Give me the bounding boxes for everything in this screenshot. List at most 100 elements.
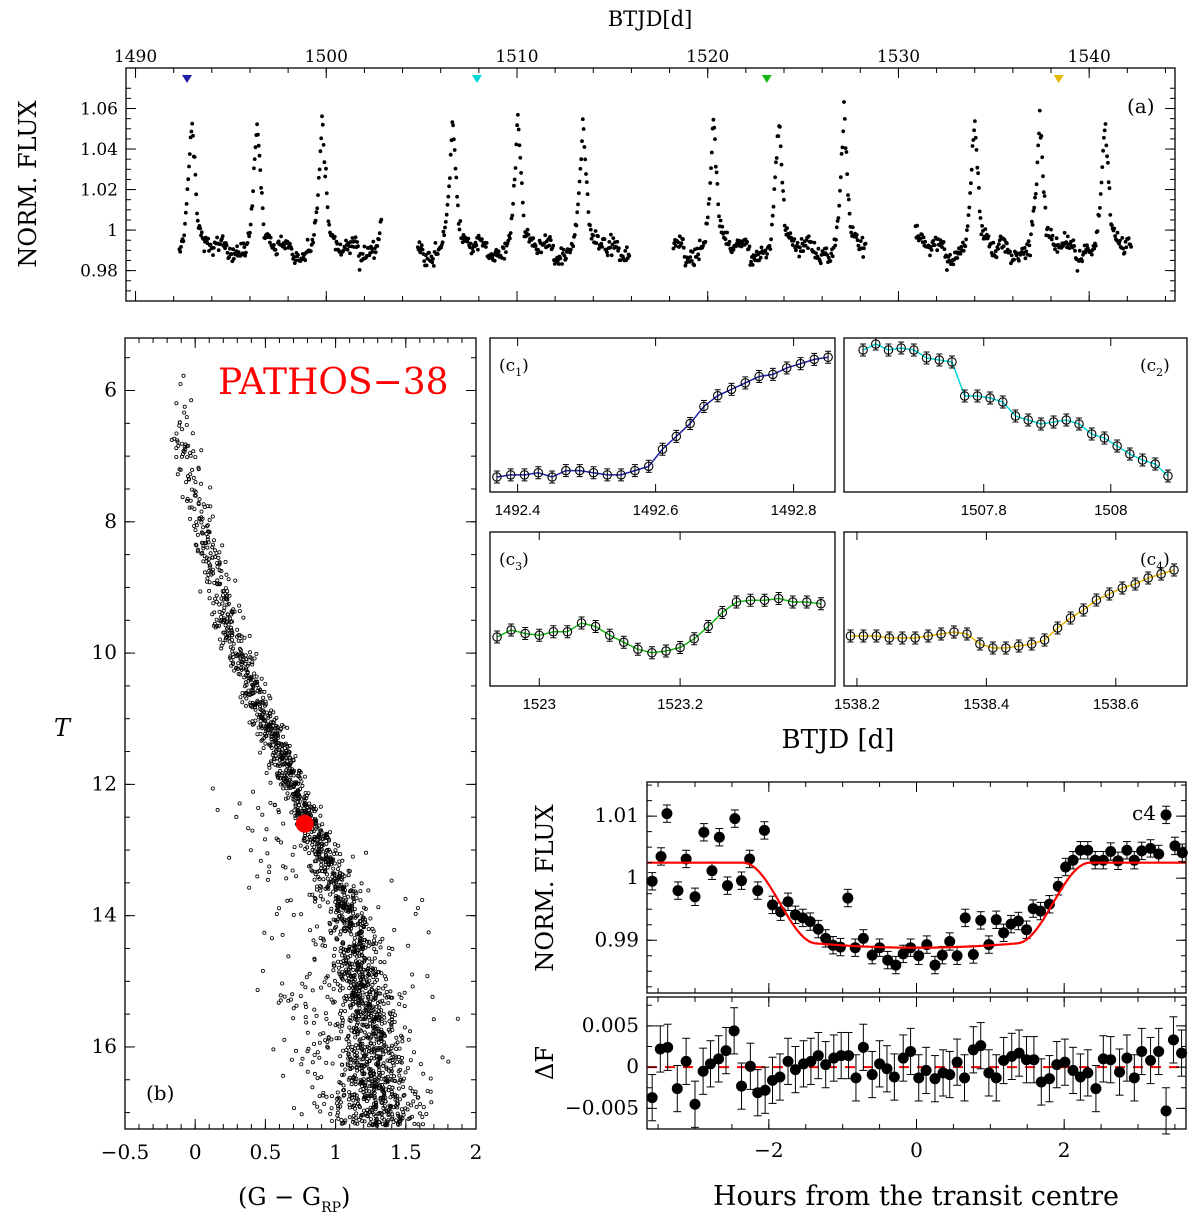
cmd-star [377, 1018, 382, 1023]
cmd-star [374, 977, 379, 982]
cmd-star [342, 926, 347, 931]
data-point [1117, 583, 1128, 593]
lc-point [377, 237, 381, 242]
panel-c4-ticks: 1538.2 1538.4 1538.6 [834, 532, 1139, 713]
lc-point [771, 204, 776, 209]
cmd-star [360, 970, 365, 975]
residual-point [998, 1055, 1010, 1067]
x-tick-label: 0 [910, 1138, 923, 1162]
cmd-star [393, 1013, 398, 1018]
cmd-star [330, 1061, 335, 1066]
residual-point [1105, 1054, 1117, 1066]
lc-point [1108, 213, 1113, 217]
data-point [671, 431, 682, 442]
cmd-star [368, 1041, 373, 1046]
residual-point [1067, 1064, 1079, 1076]
lc-point [961, 240, 965, 245]
x-tick-label: 1538.6 [1093, 696, 1139, 713]
lc-point [977, 186, 981, 190]
residual-point [744, 1060, 756, 1072]
cmd-star [397, 992, 402, 997]
lc-point [211, 246, 216, 250]
residual-point [990, 1072, 1002, 1084]
lc-point [252, 166, 256, 171]
lc-point [531, 236, 536, 241]
cmd-star [212, 554, 217, 559]
cmd-star [334, 1036, 339, 1041]
lc-point [692, 263, 697, 268]
cmd-star [395, 1060, 400, 1065]
cmd-star [381, 1085, 386, 1090]
lc-point [1024, 249, 1029, 254]
data-point [929, 959, 941, 971]
lc-point [178, 249, 183, 254]
cmd-star [252, 690, 257, 695]
lc-point [701, 244, 705, 248]
data-point [816, 598, 826, 609]
residual-point [920, 1064, 932, 1076]
cmd-star [376, 1029, 381, 1034]
cmd-star [321, 1091, 326, 1096]
cmd-star [382, 1015, 387, 1020]
residual-point [958, 1072, 970, 1084]
cmd-star [342, 890, 347, 895]
cmd-star [398, 1115, 403, 1120]
cmd-star [224, 597, 229, 602]
cmd-star [336, 909, 341, 914]
cmd-star [255, 874, 260, 879]
cmd-star [394, 1035, 399, 1040]
lc-point [961, 248, 966, 253]
cmd-star [362, 1095, 367, 1100]
lc-point [303, 258, 308, 263]
data-point [1145, 842, 1157, 854]
cmd-star [342, 899, 347, 904]
lc-point [548, 238, 553, 243]
cmd-star [225, 616, 230, 621]
lc-point [818, 261, 823, 266]
lc-point [727, 239, 732, 244]
cmd-star [354, 945, 359, 950]
cmd-star [394, 1047, 399, 1052]
cmd-star [244, 668, 249, 673]
lc-point [525, 227, 530, 232]
cmd-star [353, 1059, 358, 1064]
lc-point [602, 237, 607, 242]
cmd-star [384, 1109, 389, 1114]
lc-point [321, 143, 326, 147]
cmd-star [284, 876, 289, 881]
cmd-star [367, 1110, 372, 1115]
lc-point [959, 245, 964, 249]
cmd-star [320, 869, 325, 874]
cmd-star [189, 505, 194, 510]
lc-point [551, 243, 556, 248]
cmd-star [268, 742, 273, 747]
data-point [1082, 844, 1094, 856]
cmd-star [363, 1082, 368, 1087]
data-point [795, 358, 806, 369]
cmd-star [360, 983, 365, 988]
cmd-star [193, 542, 198, 547]
lc-point [558, 256, 563, 261]
cmd-star [362, 1017, 367, 1022]
lc-point [795, 240, 800, 245]
cmd-star [362, 1071, 367, 1076]
cmd-star [293, 804, 298, 809]
cmd-star [327, 1021, 332, 1026]
lc-point [322, 160, 327, 165]
cmd-star [407, 1029, 412, 1034]
cmd-star [255, 680, 260, 685]
cmd-star [310, 1060, 315, 1065]
cmd-star [274, 836, 279, 841]
cmd-star [376, 1064, 381, 1069]
cmd-star [188, 453, 193, 458]
cmd-star [219, 596, 224, 601]
cmd-star [192, 507, 197, 512]
cmd-star [426, 930, 431, 935]
lc-point [1035, 160, 1040, 165]
cmd-star [292, 798, 297, 803]
residual-point [736, 1080, 748, 1092]
lc-point [1029, 219, 1034, 224]
cmd-star [352, 907, 357, 912]
cmd-star [188, 472, 193, 477]
cmd-star [350, 895, 355, 900]
